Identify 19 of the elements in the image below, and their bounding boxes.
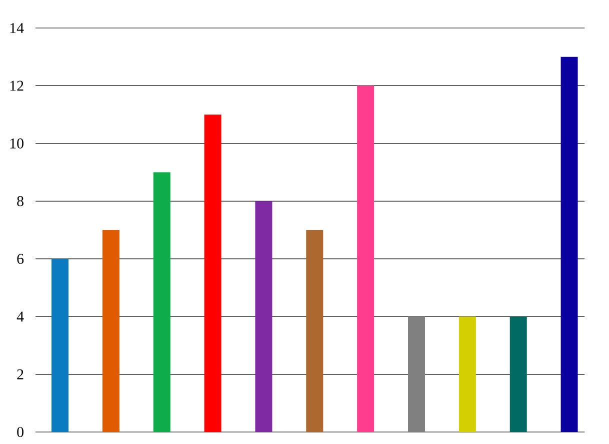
bar (52, 258, 68, 432)
y-tick-label: 8 (17, 196, 24, 206)
y-tick-label: 2 (17, 369, 24, 380)
bar (255, 201, 272, 432)
bar (357, 86, 374, 432)
bar (204, 114, 222, 432)
y-tick-label: 10 (10, 138, 24, 148)
bar (153, 172, 170, 432)
y-tick-label: 4 (16, 312, 24, 322)
bar (102, 230, 120, 432)
bar (510, 316, 527, 432)
y-tick-label: 0 (17, 426, 24, 438)
bar (458, 316, 476, 432)
y-tick-label: 14 (10, 23, 24, 33)
bar (560, 56, 578, 432)
bar (408, 316, 425, 432)
bar (306, 230, 324, 432)
y-tick-label: 12 (10, 80, 24, 91)
y-tick-label: 6 (17, 254, 24, 264)
